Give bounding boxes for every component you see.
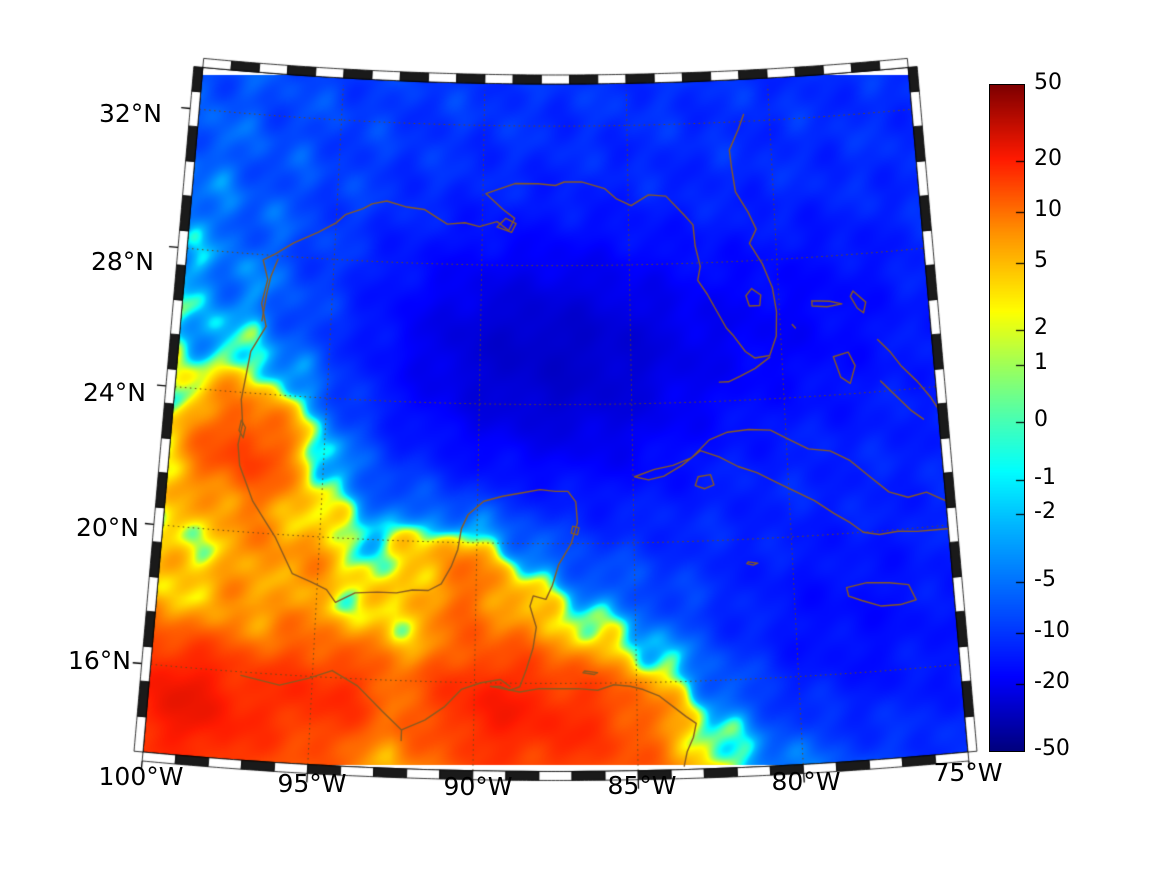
lat-tick-label-32: 32°N [98,99,162,128]
lon-tick-label-75: 75°W [933,758,1003,787]
colorbar-tick-20: 20 [1034,146,1062,171]
lat-tick-label-20: 20°N [75,513,139,542]
lat-tick-label-16: 16°N [67,646,131,675]
colorbar-tick-0: 0 [1034,407,1048,432]
lon-tick-label-90: 90°W [443,772,513,801]
colorbar-tick-neg10: -10 [1034,618,1070,643]
colorbar-tick-2: 2 [1034,315,1048,340]
colorbar-tick-10: 10 [1034,197,1062,222]
colorbar-tick-50: 50 [1034,70,1062,95]
colorbar [989,84,1025,752]
lon-tick-label-85: 85°W [607,771,677,800]
colorbar-tick-neg20: -20 [1034,669,1070,694]
lon-tick-label-80: 80°W [771,767,841,796]
colorbar-tick-neg5: -5 [1034,567,1056,592]
colorbar-tick-5: 5 [1034,248,1048,273]
colorbar-tick-neg2: -2 [1034,499,1056,524]
lat-tick-label-28: 28°N [90,247,154,276]
lat-tick-label-24: 24°N [82,378,146,407]
colorbar-tick-neg50: -50 [1034,736,1070,761]
colorbar-tick-1: 1 [1034,350,1048,375]
lon-tick-label-95: 95°W [277,769,347,798]
colorbar-tick-neg1: -1 [1034,465,1056,490]
lon-tick-label-100: 100°W [98,762,184,791]
colorbar-gradient [989,84,1025,752]
